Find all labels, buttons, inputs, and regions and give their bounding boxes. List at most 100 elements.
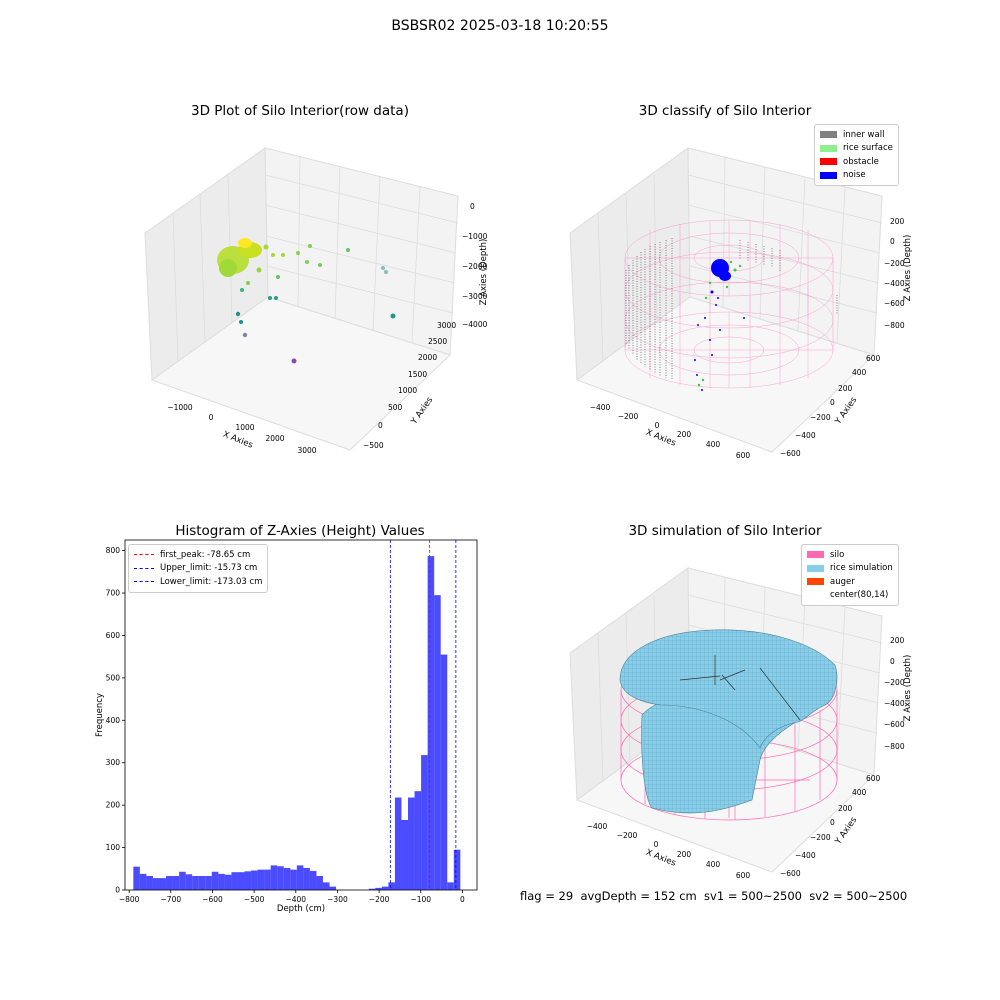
svg-text:−400: −400 <box>587 822 608 831</box>
x-tick-label: −500 <box>244 895 265 904</box>
classify-inner-wall-points <box>625 238 838 380</box>
svg-text:Y Axies: Y Axies <box>833 395 860 427</box>
svg-text:−800: −800 <box>884 321 905 330</box>
histogram-bar <box>303 867 310 890</box>
silo-swatch <box>807 551 824 559</box>
rice-surface-swatch <box>820 144 837 152</box>
inner-wall-swatch <box>820 131 837 139</box>
legend-item: rice simulation <box>807 562 893 576</box>
histogram-title: Histogram of Z-Axies (Height) Values <box>175 523 425 539</box>
raw-y-label: Y Axies <box>409 395 436 427</box>
svg-text:1500: 1500 <box>408 370 427 379</box>
histogram-bar <box>414 791 422 890</box>
x-tick-label: −400 <box>285 895 306 904</box>
svg-text:−200: −200 <box>810 833 831 842</box>
histogram-bar <box>434 595 441 890</box>
raw-scatter-points <box>217 238 396 364</box>
histogram-bar <box>296 865 304 890</box>
svg-text:0: 0 <box>378 421 383 430</box>
svg-text:3000: 3000 <box>437 321 456 330</box>
classify-plot-title: 3D classify of Silo Interior <box>638 103 812 119</box>
svg-text:1000: 1000 <box>235 423 254 432</box>
svg-text:400: 400 <box>706 860 721 869</box>
histogram-bar <box>394 797 402 890</box>
raw-plot-title: 3D Plot of Silo Interior(row data) <box>191 103 409 119</box>
y-tick-label: 100 <box>106 843 121 852</box>
histogram-bar <box>440 654 448 890</box>
svg-text:−2000: −2000 <box>462 262 488 271</box>
raw-z-label: Z Axies (Depth) <box>479 239 489 306</box>
svg-text:−200: −200 <box>810 413 831 422</box>
histogram-bar <box>205 876 212 890</box>
histogram-bar <box>322 882 330 890</box>
svg-text:1000: 1000 <box>398 386 417 395</box>
svg-text:−400: −400 <box>884 699 905 708</box>
svg-text:Z Axies (Depth): Z Axies (Depth) <box>903 235 913 302</box>
histogram-bar <box>244 871 252 890</box>
histogram-bar <box>218 873 225 890</box>
svg-text:600: 600 <box>736 451 751 460</box>
rice-simulation-top <box>619 629 838 749</box>
auger-lines <box>679 655 801 721</box>
legend-item: Upper_limit: -15.73 cm <box>134 562 262 576</box>
x-tick-label: −600 <box>202 895 223 904</box>
histogram-bar <box>421 755 428 890</box>
svg-text:2500: 2500 <box>428 337 447 346</box>
histogram-bar <box>211 871 219 890</box>
svg-text:400: 400 <box>852 788 867 797</box>
svg-text:0: 0 <box>654 840 659 849</box>
svg-text:−3000: −3000 <box>462 292 488 301</box>
simulation-legend: silo rice simulation auger center(80,14) <box>801 544 899 606</box>
svg-text:0: 0 <box>655 421 660 430</box>
svg-text:Z Axies (Depth): Z Axies (Depth) <box>903 655 913 722</box>
svg-text:−400: −400 <box>795 431 816 440</box>
histogram-bar <box>368 888 376 890</box>
histogram-bar <box>257 869 265 890</box>
histogram-bar <box>453 849 461 890</box>
svg-text:500: 500 <box>388 403 403 412</box>
histogram-bar <box>381 886 389 890</box>
svg-text:−400: −400 <box>795 851 816 860</box>
y-tick-label: 700 <box>106 589 121 598</box>
svg-text:0: 0 <box>830 818 835 827</box>
legend-item: center(80,14) <box>807 589 893 603</box>
histogram-bar <box>388 882 395 890</box>
histogram-bar <box>277 866 284 890</box>
histogram-legend: first_peak: -78.65 cm Upper_limit: -15.7… <box>128 544 269 593</box>
histogram-bar <box>146 876 153 890</box>
svg-text:200: 200 <box>890 636 905 645</box>
svg-text:600: 600 <box>866 354 881 363</box>
svg-text:−600: −600 <box>884 299 905 308</box>
svg-text:−500: −500 <box>363 441 384 450</box>
histogram-y-ticks: 0 100 200 300 400 500 600 700 800 <box>106 546 125 895</box>
histogram-bar <box>231 872 238 890</box>
svg-text:−200: −200 <box>618 412 639 421</box>
first-peak-line-swatch <box>134 554 154 556</box>
y-tick-label: 300 <box>106 758 121 767</box>
histogram-bar <box>133 866 140 890</box>
x-tick-label: 0 <box>460 895 465 904</box>
svg-text:200: 200 <box>677 430 692 439</box>
x-tick-label: −700 <box>161 895 182 904</box>
histogram-bar <box>375 887 382 890</box>
histogram-frame <box>124 539 478 891</box>
y-tick-label: 800 <box>106 546 121 555</box>
rice-simulation-swatch <box>807 564 824 572</box>
histogram-bar <box>179 871 186 890</box>
legend-item: first_peak: -78.65 cm <box>134 548 262 562</box>
svg-text:200: 200 <box>890 217 905 226</box>
legend-item: inner wall <box>820 128 893 142</box>
svg-text:−600: −600 <box>780 869 801 878</box>
simulation-3d-plot: −400 −200 0 200 400 600 −600 −400 −200 0… <box>569 567 913 880</box>
legend-item: rice surface <box>820 142 893 156</box>
svg-text:200: 200 <box>838 804 853 813</box>
svg-text:−400: −400 <box>884 279 905 288</box>
svg-text:2000: 2000 <box>418 353 437 362</box>
svg-text:0: 0 <box>209 413 214 422</box>
histogram-bar <box>185 874 193 890</box>
legend-item: noise <box>820 169 893 183</box>
status-footer: flag = 29 avgDepth = 152 cm sv1 = 500~25… <box>520 889 908 903</box>
histogram-bar <box>316 876 323 890</box>
svg-text:−1000: −1000 <box>462 232 488 241</box>
histogram-bar <box>224 874 232 890</box>
